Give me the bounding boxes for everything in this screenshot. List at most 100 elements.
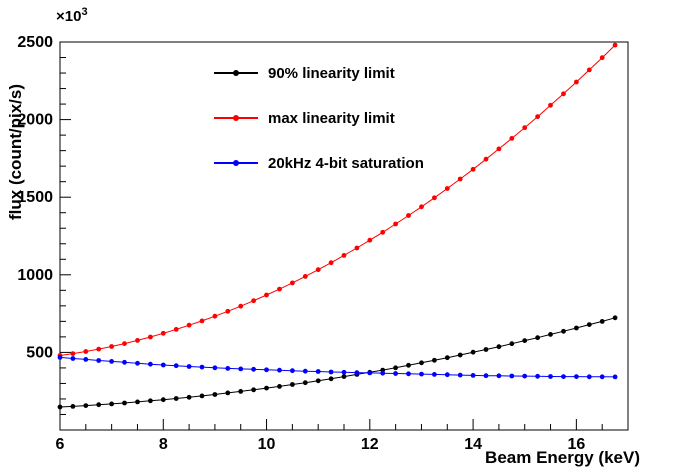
data-point [612,315,618,321]
data-point [148,398,153,404]
data-point [277,286,282,292]
series-20khz-4-bit-saturation [57,355,618,380]
data-point [535,335,540,341]
x-tick-label: 10 [258,436,276,453]
data-point [341,369,347,375]
data-point [509,136,515,141]
data-point [135,360,140,366]
data-point [264,292,269,298]
data-point [96,402,102,408]
data-point [251,387,256,393]
data-point [109,401,114,407]
x-tick-label: 6 [56,436,65,453]
x-tick-label: 8 [159,436,168,453]
data-point [264,367,269,373]
data-point [96,358,102,363]
y-tick-label: 2500 [17,34,53,51]
y-axis-exponent: ×103 [56,6,88,25]
data-point [83,357,89,362]
data-point [70,356,76,361]
data-point [251,366,256,372]
data-point [173,327,179,332]
data-point [354,245,360,251]
data-point [186,364,192,369]
data-point [70,351,76,356]
data-point [199,318,205,324]
data-point [406,213,411,218]
data-point [548,332,553,337]
data-point [509,341,515,347]
series-90-linearity-limit [57,315,618,410]
data-point [238,303,244,309]
data-point [432,372,437,377]
data-point [522,373,528,379]
data-point [199,364,205,370]
data-point [561,91,566,97]
data-point [328,369,334,375]
x-tick-label: 16 [567,436,585,453]
data-point [406,371,411,377]
data-point [419,360,424,366]
data-point [548,374,553,379]
y-tick-label: 1500 [17,189,53,206]
data-point [109,344,114,349]
data-point [290,368,295,374]
data-point [277,384,282,389]
data-point [432,357,437,363]
data-point [238,366,244,372]
data-point [70,404,76,409]
data-point [380,229,386,235]
data-point [302,368,308,374]
data-point [264,385,269,391]
data-point [186,394,192,400]
data-point [354,370,360,375]
data-point [496,146,502,152]
legend-item-label: max linearity limit [268,109,395,127]
data-point [574,325,579,331]
data-point [444,186,450,191]
data-point [199,393,205,399]
data-point [135,338,140,343]
data-point [406,362,411,368]
data-point [135,399,140,405]
data-point [315,378,321,384]
data-point [186,322,192,328]
legend-item: max linearity limit [214,105,424,131]
data-point [122,359,127,365]
legend-marker-icon [214,69,258,77]
data-point [302,274,308,279]
data-point [225,366,231,371]
data-point [109,359,114,364]
data-point [470,166,476,172]
x-tick-label: 12 [361,436,379,453]
data-point [483,373,489,379]
data-point [367,370,373,376]
data-point [586,322,592,327]
data-point [160,362,166,368]
data-point [612,42,618,48]
y-tick-label: 500 [26,344,53,361]
data-point [341,374,347,379]
data-point [457,352,463,358]
data-point [599,55,605,61]
data-point [251,298,256,304]
data-point [277,367,282,373]
data-point [160,330,166,336]
data-point [483,156,489,162]
data-point [470,349,476,355]
legend-marker-icon [214,114,258,122]
data-point [393,365,398,371]
data-point [599,319,605,324]
data-point [419,371,424,377]
data-point [328,260,334,266]
data-point [96,346,102,352]
data-point [83,349,89,354]
data-point [522,338,528,343]
y-tick-label: 2000 [17,112,53,129]
data-point [367,237,373,243]
data-point [238,389,244,394]
data-point [470,373,476,378]
data-point [586,374,592,380]
data-point [586,67,592,73]
